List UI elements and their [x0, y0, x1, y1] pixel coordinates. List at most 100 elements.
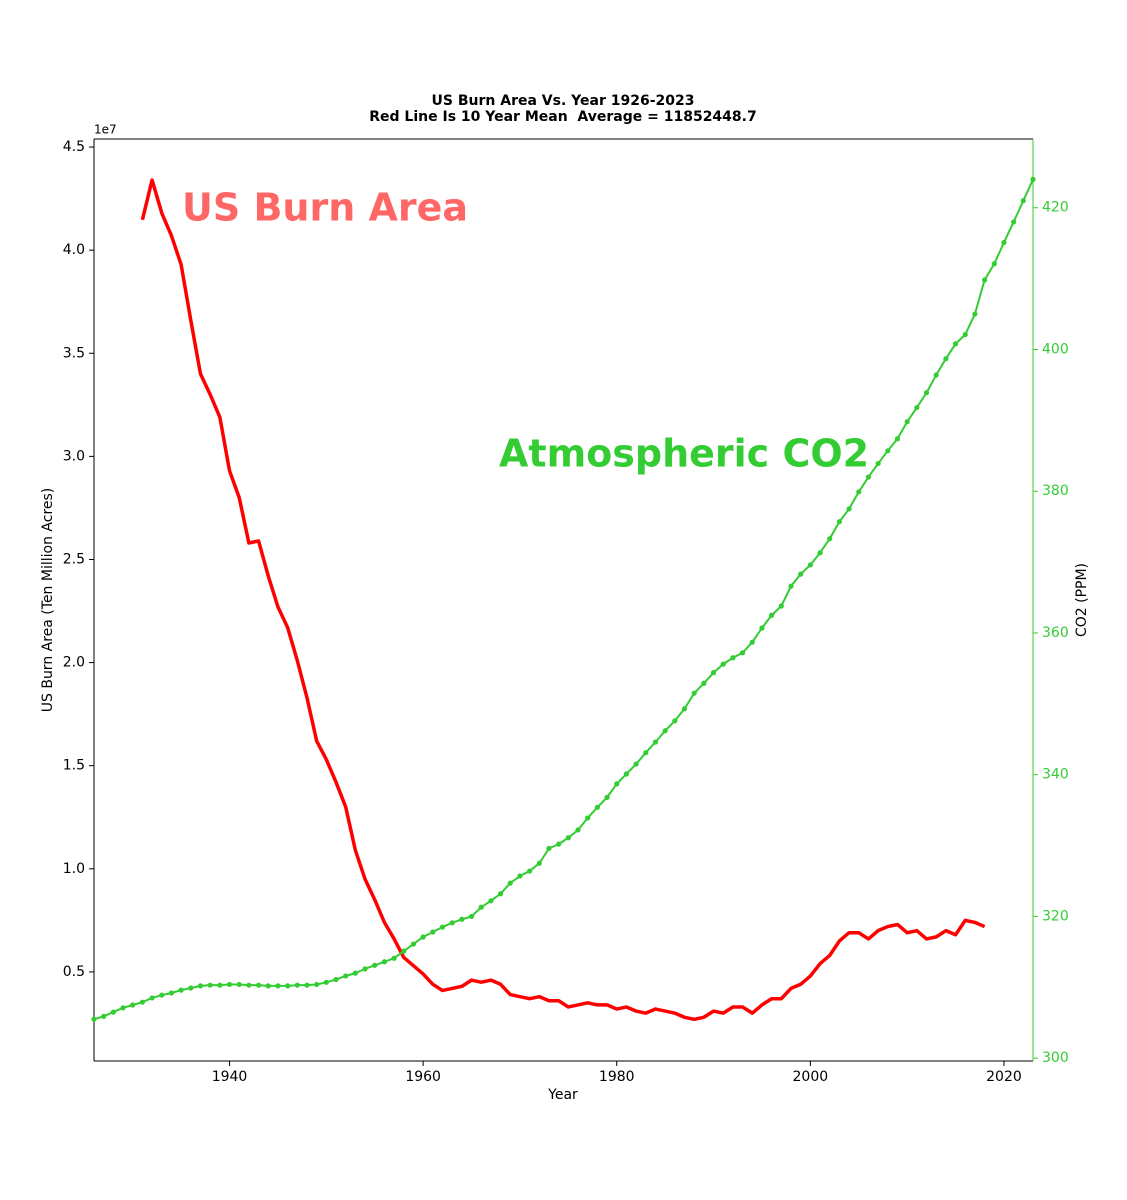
y-tick-label: 4.5 [63, 139, 85, 155]
data-point [420, 934, 426, 940]
data-point [614, 781, 620, 787]
y-tick-label: 2.5 [63, 551, 85, 567]
data-point [536, 860, 542, 866]
data-point [120, 1005, 126, 1011]
data-point [255, 982, 262, 988]
data-point [546, 845, 552, 851]
y-offset-label: 1e7 [94, 123, 117, 137]
data-point [236, 981, 242, 988]
data-point [730, 655, 736, 661]
y2-tick-label: 400 [1042, 341, 1069, 357]
x-tick-label: 2020 [986, 1069, 1022, 1085]
data-point [991, 261, 997, 267]
y-tick-label: 4.0 [63, 242, 85, 258]
data-point [759, 625, 765, 631]
data-point [769, 612, 775, 618]
data-point [885, 448, 891, 454]
data-point [943, 356, 949, 362]
data-point [1001, 239, 1007, 246]
data-point [430, 929, 436, 935]
data-point [130, 1002, 136, 1008]
data-point [807, 562, 813, 568]
data-point [672, 718, 678, 724]
y2-tick-label: 320 [1042, 908, 1069, 924]
data-point [875, 460, 881, 467]
chart-title: US Burn Area Vs. Year 1926-2023 [432, 93, 695, 109]
data-point [285, 983, 291, 989]
data-point [662, 728, 668, 734]
data-point [865, 474, 872, 480]
y2-tick-label: 420 [1042, 200, 1069, 216]
data-point [594, 804, 600, 810]
data-point [701, 680, 707, 686]
data-point [856, 489, 862, 495]
data-point [778, 603, 784, 609]
data-point [933, 372, 939, 378]
data-point [178, 987, 184, 993]
data-point [914, 404, 920, 411]
y2-axis-label: CO2 (PPM) [1074, 563, 1090, 637]
data-point [952, 341, 959, 347]
data-point [352, 970, 358, 976]
y2-tick-label: 340 [1042, 767, 1069, 783]
data-point [894, 436, 901, 442]
data-point [739, 650, 746, 656]
data-point [497, 891, 504, 897]
y-tick-label: 2.0 [63, 655, 85, 671]
data-point [343, 973, 349, 979]
data-point [517, 873, 523, 879]
data-point [275, 983, 281, 989]
data-point [333, 976, 339, 983]
x-axis-label: Year [547, 1087, 578, 1103]
data-point [817, 550, 823, 556]
data-point [556, 841, 562, 847]
data-point [323, 979, 329, 985]
data-point [294, 982, 300, 988]
data-point [372, 962, 378, 968]
data-point [836, 519, 842, 525]
x-tick-label: 1940 [212, 1069, 248, 1085]
data-point [633, 761, 639, 767]
series-label: Atmospheric CO2 [499, 432, 869, 476]
data-point [904, 419, 910, 425]
data-point [110, 1009, 116, 1015]
data-point [798, 571, 804, 577]
data-point [981, 277, 988, 283]
data-point [449, 920, 455, 926]
data-point [827, 536, 833, 542]
x-tick-label: 1980 [599, 1069, 635, 1085]
data-point [314, 981, 320, 988]
data-point [488, 898, 494, 904]
y-axis-label: US Burn Area (Ten Million Acres) [40, 488, 56, 713]
data-point [159, 992, 165, 998]
data-point [846, 506, 852, 512]
data-point [1030, 176, 1036, 182]
data-point [439, 924, 446, 930]
x-tick-label: 1960 [405, 1069, 441, 1085]
data-point [197, 983, 204, 989]
data-point [527, 868, 533, 874]
y-tick-label: 3.5 [63, 345, 85, 361]
data-point [923, 390, 930, 396]
data-point [720, 661, 726, 667]
x-tick-label: 2000 [793, 1069, 829, 1085]
data-point [623, 771, 630, 777]
data-point [1020, 198, 1026, 204]
data-point [168, 990, 175, 996]
data-point [681, 706, 688, 712]
chart-subtitle: Red Line Is 10 Year Mean Average = 11852… [369, 109, 756, 125]
data-point [139, 999, 146, 1005]
data-point [207, 982, 213, 988]
data-point [217, 982, 223, 988]
data-point [788, 583, 794, 589]
y2-tick-label: 300 [1042, 1050, 1069, 1066]
data-line [140, 178, 986, 1022]
data-point [575, 827, 581, 833]
y2-tick-label: 380 [1042, 483, 1069, 499]
data-point [468, 913, 475, 920]
data-point [149, 995, 155, 1001]
data-point [381, 959, 388, 965]
data-point [604, 794, 610, 800]
data-point [478, 904, 484, 910]
